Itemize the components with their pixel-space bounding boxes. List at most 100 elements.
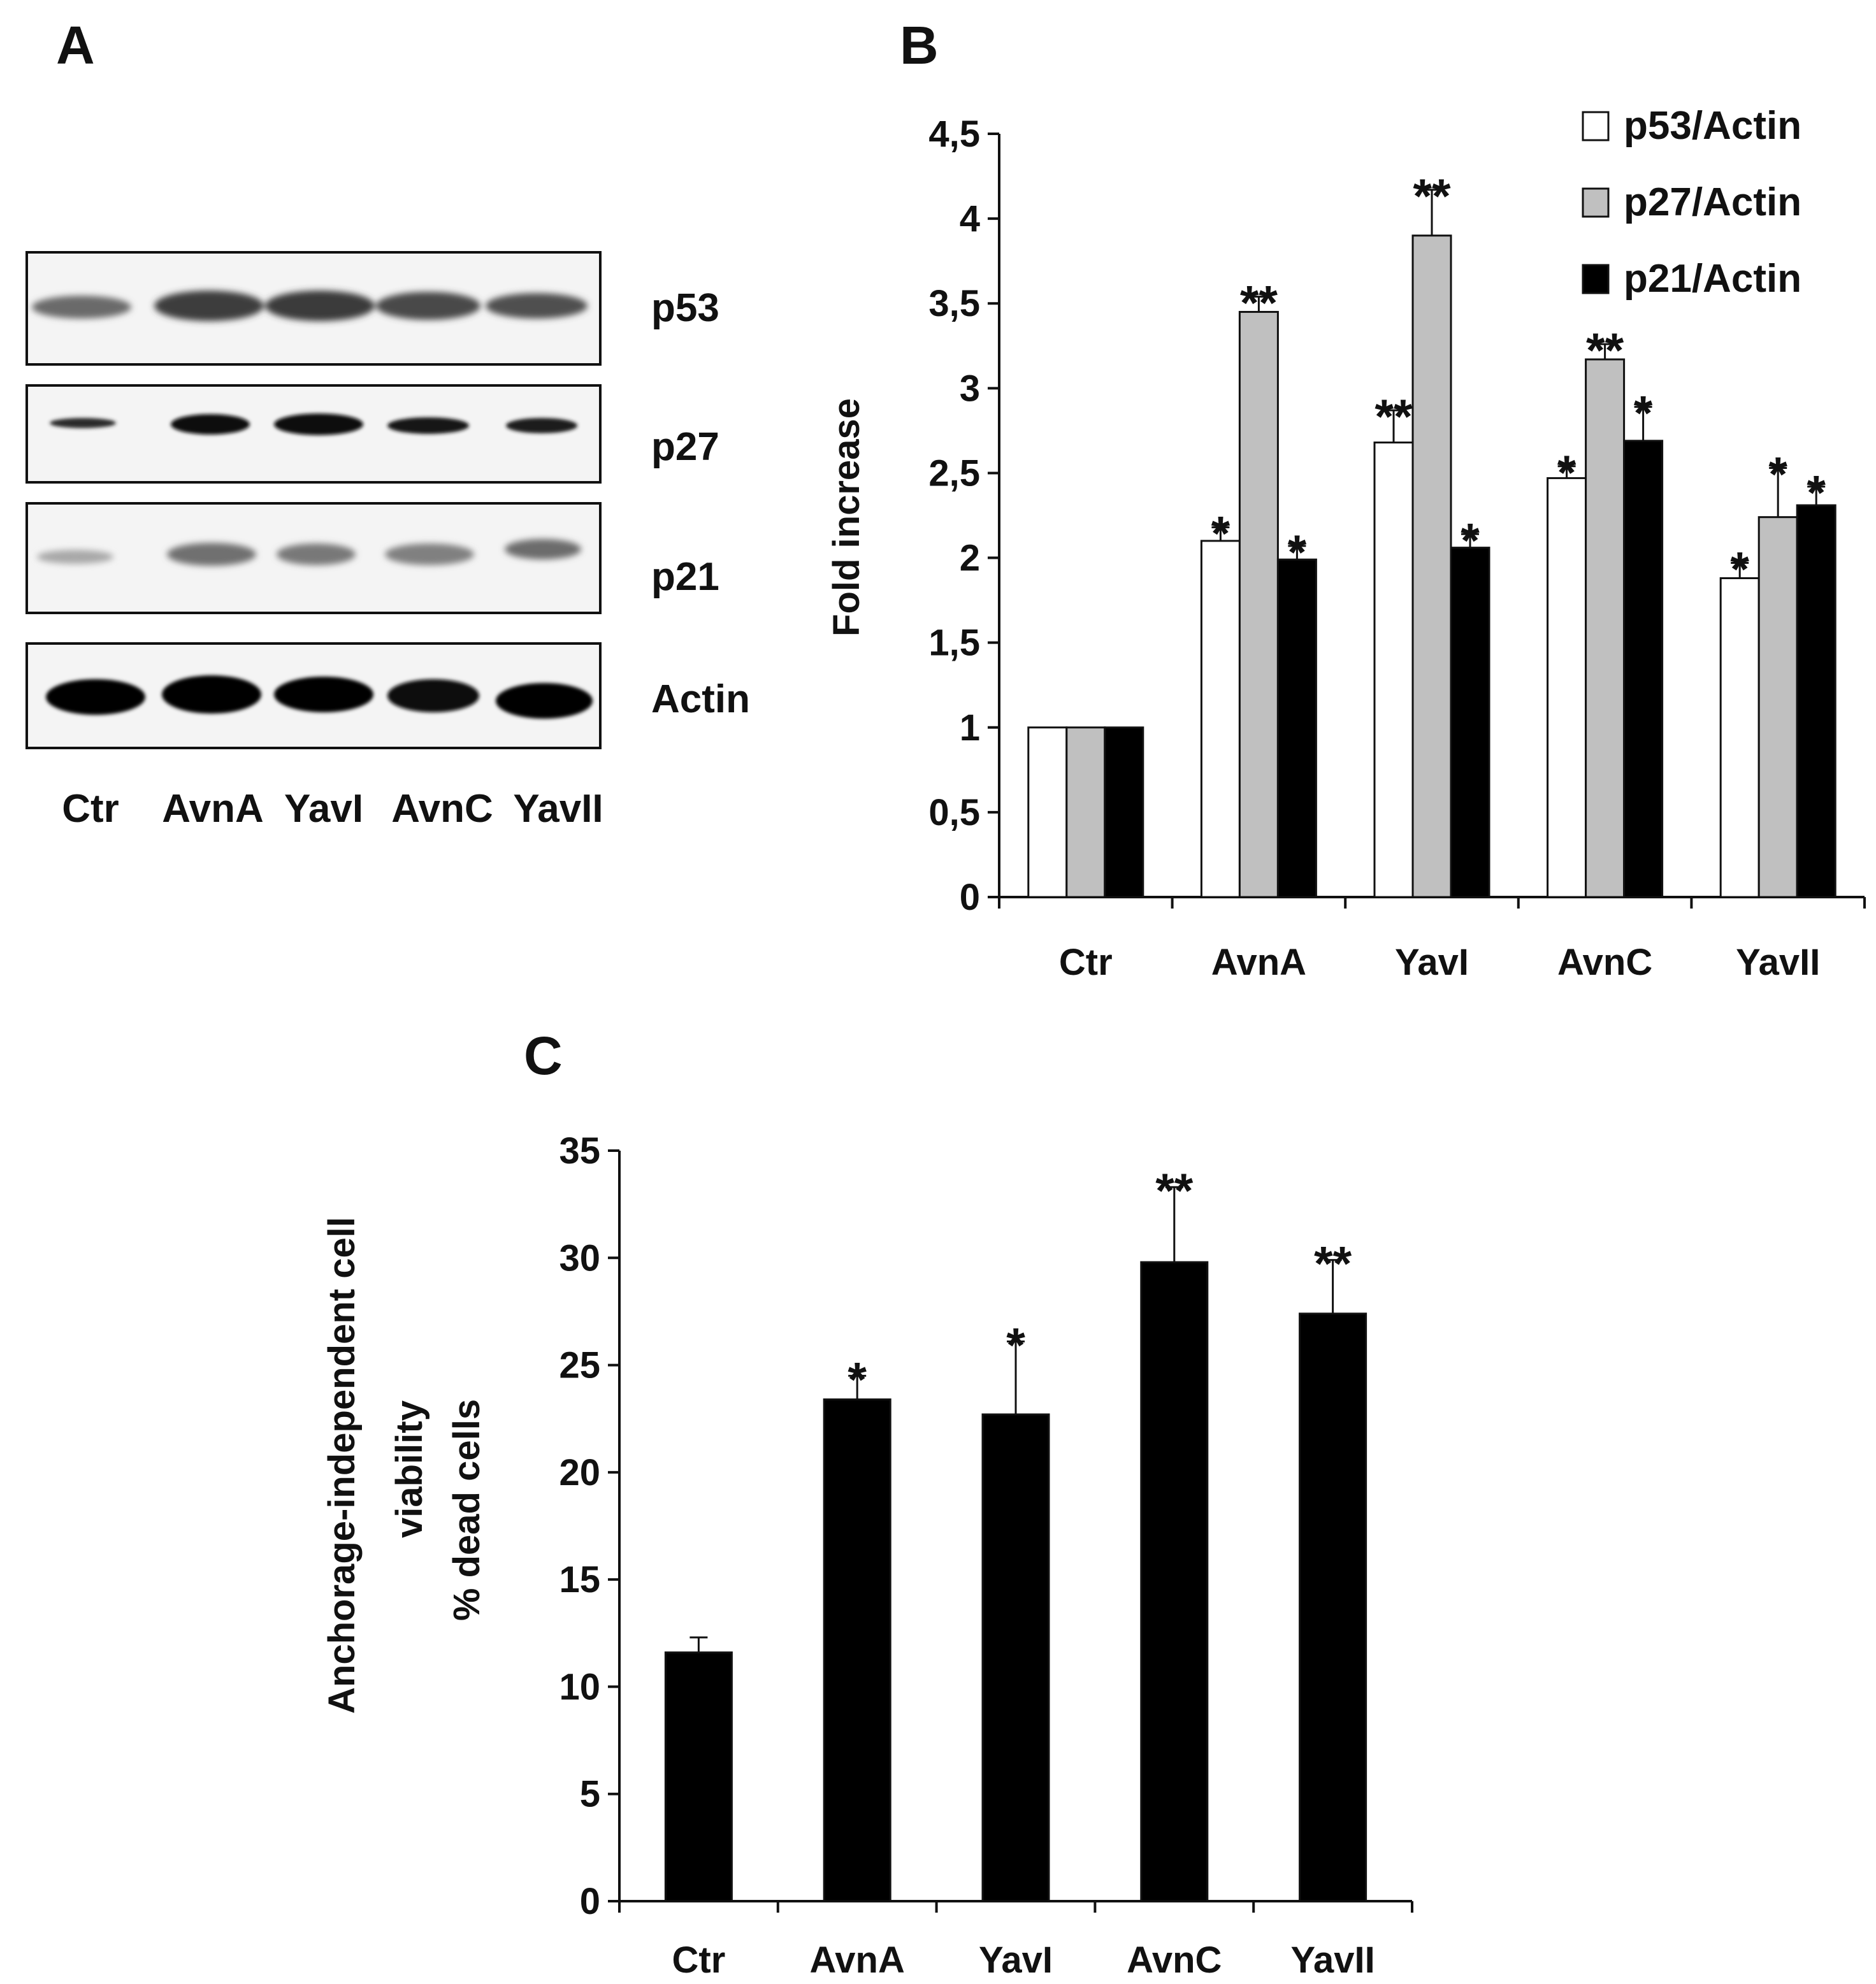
bar-p53-actin-avnc — [1547, 477, 1587, 898]
band-actin-avna — [162, 675, 261, 714]
bar-p53-actin-avna — [1200, 540, 1241, 898]
bar-p27-actin-yavi — [1411, 234, 1452, 898]
chart-c-ylabel-line1: Anchorage-independent cell — [321, 1217, 363, 1714]
y-tick-label: 20 — [559, 1452, 600, 1493]
legend-swatch-p27 — [1582, 187, 1610, 218]
significance-marker-p27-actin-yavii: * — [1768, 447, 1787, 501]
chart-b: 0 0,5 1 1,5 2 2,5 3 3,5 4 4,5 Ctr AvnA YavI AvnC YavII… — [928, 113, 1866, 983]
significance-marker-p53-actin-avna: * — [1211, 507, 1230, 561]
lane-label-yavii: YavII — [513, 787, 603, 831]
category-label-avna: AvnA — [1211, 942, 1306, 983]
band-p53-yavi — [265, 291, 375, 321]
y-tick-label: 0 — [960, 877, 980, 918]
category-label-ctr: Ctr — [672, 1939, 726, 1981]
y-tick-label: 5 — [580, 1774, 600, 1815]
band-p27-yavi — [274, 413, 363, 435]
blot-bands-p53 — [32, 291, 588, 321]
significance-marker-p53-actin-avnc: * — [1557, 446, 1577, 500]
bar-dead-cells-yavi — [981, 1413, 1050, 1902]
category-label-yavi: YavI — [1395, 942, 1469, 983]
bar-p21-actin-ctr — [1104, 726, 1144, 898]
y-tick-label: 3,5 — [928, 283, 980, 324]
bar-p53-actin-yavi — [1373, 442, 1414, 898]
significance-marker-p21-actin-yavi: * — [1461, 514, 1480, 568]
band-actin-yavii — [496, 683, 593, 719]
chart-b-ylabel: Fold increase — [826, 398, 867, 636]
band-p27-ctr — [50, 418, 116, 428]
bar-dead-cells-ctr — [664, 1651, 733, 1902]
category-label-ctr: Ctr — [1059, 942, 1113, 983]
bar-p21-actin-yavii — [1796, 504, 1836, 898]
significance-marker-dead-cells-yavii: ** — [1314, 1237, 1352, 1291]
category-label-yavi: YavI — [979, 1939, 1053, 1981]
band-p53-avna — [154, 291, 264, 321]
bar-p21-actin-avna — [1276, 558, 1317, 898]
legend-label-p53: p53/Actin — [1624, 104, 1801, 148]
band-p53-ctr — [32, 296, 131, 319]
significance-marker-p53-actin-yavi: ** — [1375, 390, 1413, 444]
bar-p21-actin-avnc — [1623, 440, 1664, 898]
western-blot: p53 p27 p21 Actin Ctr AvnA YavI AvnC Yav… — [25, 251, 750, 831]
significance-marker-p27-actin-yavi: ** — [1413, 169, 1451, 224]
significance-marker-dead-cells-avnc: ** — [1155, 1164, 1194, 1218]
bar-p27-actin-ctr — [1065, 726, 1106, 898]
bar-p53-actin-yavii — [1719, 577, 1760, 898]
blot-label-p27: p27 — [651, 425, 719, 469]
significance-marker-p21-actin-yavii: * — [1807, 466, 1826, 521]
chart-c-ylabel: Anchorage-independent cell viability % d… — [321, 1217, 487, 1714]
significance-marker-p21-actin-avna: * — [1288, 526, 1307, 580]
y-tick-label: 0 — [580, 1881, 600, 1922]
panel-letter-c: C — [524, 1026, 563, 1086]
legend-label-p21: p21/Actin — [1624, 257, 1801, 301]
y-tick-label: 4,5 — [928, 113, 980, 155]
bar-dead-cells-yavii — [1299, 1312, 1367, 1902]
significance-marker-p21-actin-avnc: * — [1634, 387, 1653, 441]
band-p21-avna — [167, 543, 256, 566]
y-tick-label: 1 — [960, 707, 980, 749]
blot-bands-actin — [46, 675, 593, 719]
chart-c-ylabel-line3: % dead cells — [446, 1399, 487, 1621]
legend-swatch-p53 — [1582, 111, 1610, 141]
y-tick-label: 10 — [559, 1666, 600, 1707]
significance-marker-p27-actin-avna: ** — [1240, 277, 1278, 331]
panel-letter-a: A — [56, 15, 95, 75]
y-tick-label: 4 — [960, 198, 980, 240]
y-tick-label: 0,5 — [928, 792, 980, 833]
blot-label-actin: Actin — [651, 677, 750, 721]
y-tick-label: 25 — [559, 1345, 600, 1386]
legend-label-p27: p27/Actin — [1624, 180, 1801, 224]
category-label-avnc: AvnC — [1557, 942, 1652, 983]
blot-label-p53: p53 — [651, 286, 719, 330]
category-label-yavii: YavII — [1736, 942, 1820, 983]
chart-c-ylabel-line2: viability — [389, 1400, 430, 1538]
blot-bands-p27 — [50, 413, 577, 435]
y-tick-label: 1,5 — [928, 622, 980, 664]
y-tick-label: 3 — [960, 368, 980, 409]
band-p53-avnc — [376, 292, 480, 320]
band-p21-avnc — [385, 543, 474, 565]
significance-marker-dead-cells-yavi: * — [1006, 1319, 1025, 1373]
bar-dead-cells-avna — [823, 1398, 891, 1902]
blot-bands-p21 — [37, 539, 581, 566]
y-tick-label: 15 — [559, 1559, 600, 1600]
band-actin-avnc — [387, 679, 479, 712]
band-p53-yavii — [486, 293, 588, 319]
bar-p21-actin-yavi — [1450, 547, 1490, 898]
panel-letter-b: B — [900, 15, 939, 75]
category-label-avnc: AvnC — [1127, 1939, 1222, 1981]
category-label-avna: AvnA — [810, 1939, 905, 1981]
category-label-yavii: YavII — [1290, 1939, 1375, 1981]
chart-b-legend: p53/Actin p27/Actin p21/Actin — [1582, 104, 1801, 301]
bar-dead-cells-avnc — [1140, 1261, 1209, 1902]
significance-marker-p53-actin-yavii: * — [1730, 543, 1749, 597]
legend-swatch-p21 — [1582, 264, 1610, 294]
bar-p27-actin-yavii — [1757, 516, 1798, 898]
y-tick-label: 30 — [559, 1237, 600, 1279]
band-p27-avnc — [387, 417, 469, 434]
band-actin-ctr — [46, 679, 145, 715]
bar-p53-actin-ctr — [1027, 726, 1068, 898]
band-p27-yavii — [506, 418, 577, 433]
band-p21-yavii — [505, 539, 581, 559]
band-actin-yavi — [274, 677, 373, 712]
